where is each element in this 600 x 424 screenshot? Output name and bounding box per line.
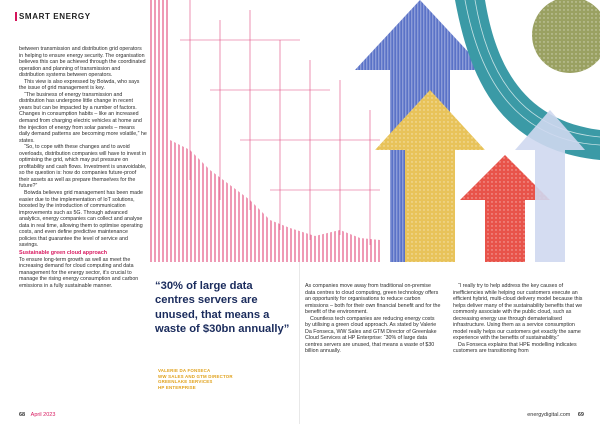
article-column-3: As companies move away from traditional … <box>305 283 441 355</box>
paragraph: “So, to cope with these changes and to a… <box>19 144 147 190</box>
issue-date: April 2023 <box>30 412 56 418</box>
quote-attribution: VALERIE DA FONSECA WW SALES AND GTM DIRE… <box>158 368 233 390</box>
footer-left: 68 April 2023 <box>19 412 55 418</box>
paragraph: “I really try to help address the key ca… <box>453 283 583 342</box>
paragraph: Countless tech companies are reducing en… <box>305 315 437 355</box>
section-marker <box>15 12 17 21</box>
paragraph: “The business of energy transmission and… <box>19 91 147 144</box>
paragraph: Da Fonseca explains that HPE modelling i… <box>453 341 577 355</box>
paragraph: This view is also expressed by Boiwda, w… <box>19 78 140 92</box>
paragraph: To ensure long-term growth as well as me… <box>19 256 139 289</box>
page-number-right: 69 <box>577 412 584 418</box>
quote-attribution-role: WW SALES AND GTM DIRECTOR <box>158 373 233 379</box>
section-label: SMART ENERGY <box>19 12 91 21</box>
arrows-illustration <box>150 0 600 262</box>
quote-attribution-role: GREENLAKE SERVICES <box>158 379 213 385</box>
site-name: energydigital.com <box>527 412 571 418</box>
paragraph: Boiwda believes grid management has been… <box>19 190 143 249</box>
page-number-left: 68 <box>19 412 26 418</box>
subheading: Sustainable green cloud approach <box>19 249 108 256</box>
article-column-4: “I really try to help address the key ca… <box>453 283 585 355</box>
paragraph: As companies move away from traditional … <box>305 283 441 316</box>
footer-right: energydigital.com 69 <box>527 412 584 418</box>
paragraph: between transmission and distribution gr… <box>19 46 146 79</box>
page-gutter <box>299 262 300 424</box>
pull-quote: “30% of large data centres servers are u… <box>155 280 290 336</box>
quote-attribution-company: HP ENTERPRISE <box>158 384 196 390</box>
quote-attribution-name: VALERIE DA FONSECA <box>158 368 211 373</box>
article-column-1: between transmission and distribution gr… <box>19 46 147 289</box>
